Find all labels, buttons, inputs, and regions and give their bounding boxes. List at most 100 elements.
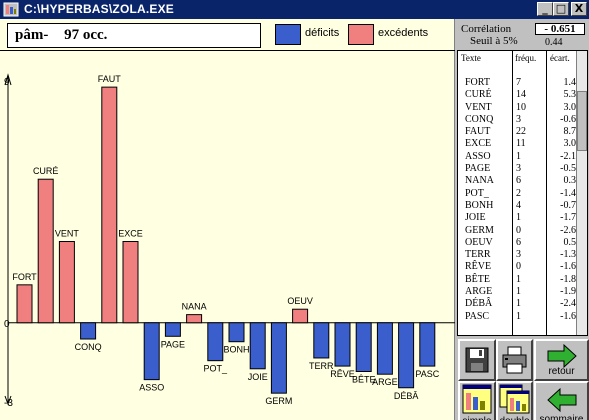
bar [355,322,372,372]
row-frequency: 22 [516,126,526,138]
bar [398,322,415,389]
frequency-table: Texte fréqu. écart. FORT 7 1.4 CURÉ 14 5.3 VEN… [457,50,588,336]
row-frequency: 4 [516,199,521,211]
divider [0,50,455,51]
table-row[interactable]: CONQ 3 -0.6 [458,114,578,126]
retour-label: retour [548,366,575,377]
row-ecart: -1.8 [560,273,576,285]
floppy-disk-icon [465,347,489,373]
printer-icon [502,346,527,374]
maximize-button[interactable]: □ [553,2,569,16]
deviation-bar-chart: 9 0 -3 FORT CURÉ VENT CONQ FAUT EXCE ASSO PAGE NANA… [4,73,455,409]
row-word: NANA [465,175,494,187]
row-frequency: 1 [516,310,521,322]
table-body: FORT 7 1.4 CURÉ 14 5.3 VENT 10 3.0 CONQ 3 -0.6 FAUT 2… [458,77,578,323]
table-row[interactable]: BONH 4 -0.7 [458,200,578,212]
minimize-button[interactable]: _ [537,2,553,16]
table-row[interactable]: GERM 0 -2.6 [458,225,578,237]
table-row[interactable]: PAGE 3 -0.5 [458,163,578,175]
table-row[interactable]: OEUV 6 0.5 [458,237,578,249]
row-word: FORT [465,77,490,88]
table-row[interactable]: ARGE 1 -1.9 [458,286,578,298]
close-button[interactable]: X [571,2,587,16]
row-ecart: -1.6 [560,261,576,273]
scrollbar-thumb[interactable] [577,91,587,151]
y-tick-label: 9 [4,77,10,88]
row-word: PAGE [465,163,491,175]
table-row[interactable]: DÉBÂ 1 -2.4 [458,298,578,310]
row-frequency: 3 [516,113,521,125]
window-title: C:\HYPERBAS\ZOLA.EXE [24,2,175,16]
retour-button[interactable]: retour [534,339,589,381]
row-word: BÊTE [465,273,490,285]
table-row[interactable]: RÊVE 0 -1.6 [458,261,578,273]
bar [207,322,224,362]
row-ecart: 3.0 [563,101,577,113]
row-frequency: 3 [516,249,521,261]
row-frequency: 1 [516,286,521,298]
y-tick-label: -3 [4,398,13,409]
table-row[interactable]: POT_ 2 -1.4 [458,188,578,200]
row-word: CONQ [465,113,494,125]
bar [101,86,118,324]
bar [270,322,287,394]
bar-label: DÉBÂ [394,391,419,401]
y-axis-arrow-top [4,73,12,86]
bar-label: OEUV [287,296,313,306]
row-ecart: 5.3 [563,89,577,101]
row-ecart: 3.0 [563,138,577,150]
table-scrollbar[interactable] [576,51,587,335]
row-word: RÊVE [465,261,492,273]
row-word: CURÉ [465,89,492,101]
header-ecart: écart. [550,53,570,63]
bar [249,322,266,370]
legend-label-excedents: excédents [378,27,429,39]
legend-swatch-deficits [275,24,301,45]
simple-label: simple [460,416,494,420]
table-row[interactable]: VENT 10 3.0 [458,102,578,114]
table-row[interactable]: FAUT 22 8.7 [458,126,578,138]
plot-panel: pâm- 97 occ. déficits excédents 9 0 -3 FORT… [0,19,455,420]
bar-label: POT_ [204,364,229,374]
legend-label-deficits: déficits [305,27,340,39]
row-ecart: -1.7 [560,212,576,224]
double-chart-icon [499,384,530,414]
title-bar: C:\HYPERBAS\ZOLA.EXE _ □ X [0,0,589,19]
row-word: EXCE [465,138,492,150]
row-frequency: 2 [516,187,521,199]
row-word: BONH [465,199,494,211]
table-row[interactable]: CURÉ 14 5.3 [458,89,578,101]
row-frequency: 6 [516,236,521,248]
double-button[interactable]: double [496,381,533,420]
table-row[interactable]: EXCE 11 3.0 [458,138,578,150]
row-ecart: -2.1 [560,150,576,162]
row-ecart: 0.3 [563,175,577,187]
print-button[interactable] [496,339,533,381]
table-row[interactable]: ASSO 1 -2.1 [458,151,578,163]
bar-label: FAUT [98,74,122,84]
table-row[interactable]: TERR 3 -1.3 [458,249,578,261]
row-ecart: -1.6 [560,310,576,322]
row-frequency: 0 [516,261,521,273]
save-button[interactable] [458,339,496,381]
bar [80,322,97,340]
arrow-left-icon [547,387,577,413]
row-frequency: 14 [516,89,526,101]
bar-label: BÊTE [352,375,376,385]
table-row[interactable]: FORT 7 1.4 [458,77,578,89]
table-row[interactable]: JOIE 1 -1.7 [458,212,578,224]
word-info-box: pâm- 97 occ. [7,23,261,48]
table-row[interactable]: NANA 6 0.3 [458,175,578,187]
sommaire-button[interactable]: sommaire [534,381,589,420]
row-word: FAUT [465,126,491,138]
table-row[interactable]: PASC 1 -1.6 [458,311,578,323]
table-row[interactable]: BÊTE 1 -1.8 [458,274,578,286]
simple-button[interactable]: simple [458,381,496,420]
bar-label: BONH [223,345,249,355]
row-word: ARGE [465,286,493,298]
bar-label: JOIE [248,372,268,382]
bar [334,322,351,367]
column-divider [512,51,513,335]
bar [143,322,160,381]
row-word: POT_ [465,187,489,199]
